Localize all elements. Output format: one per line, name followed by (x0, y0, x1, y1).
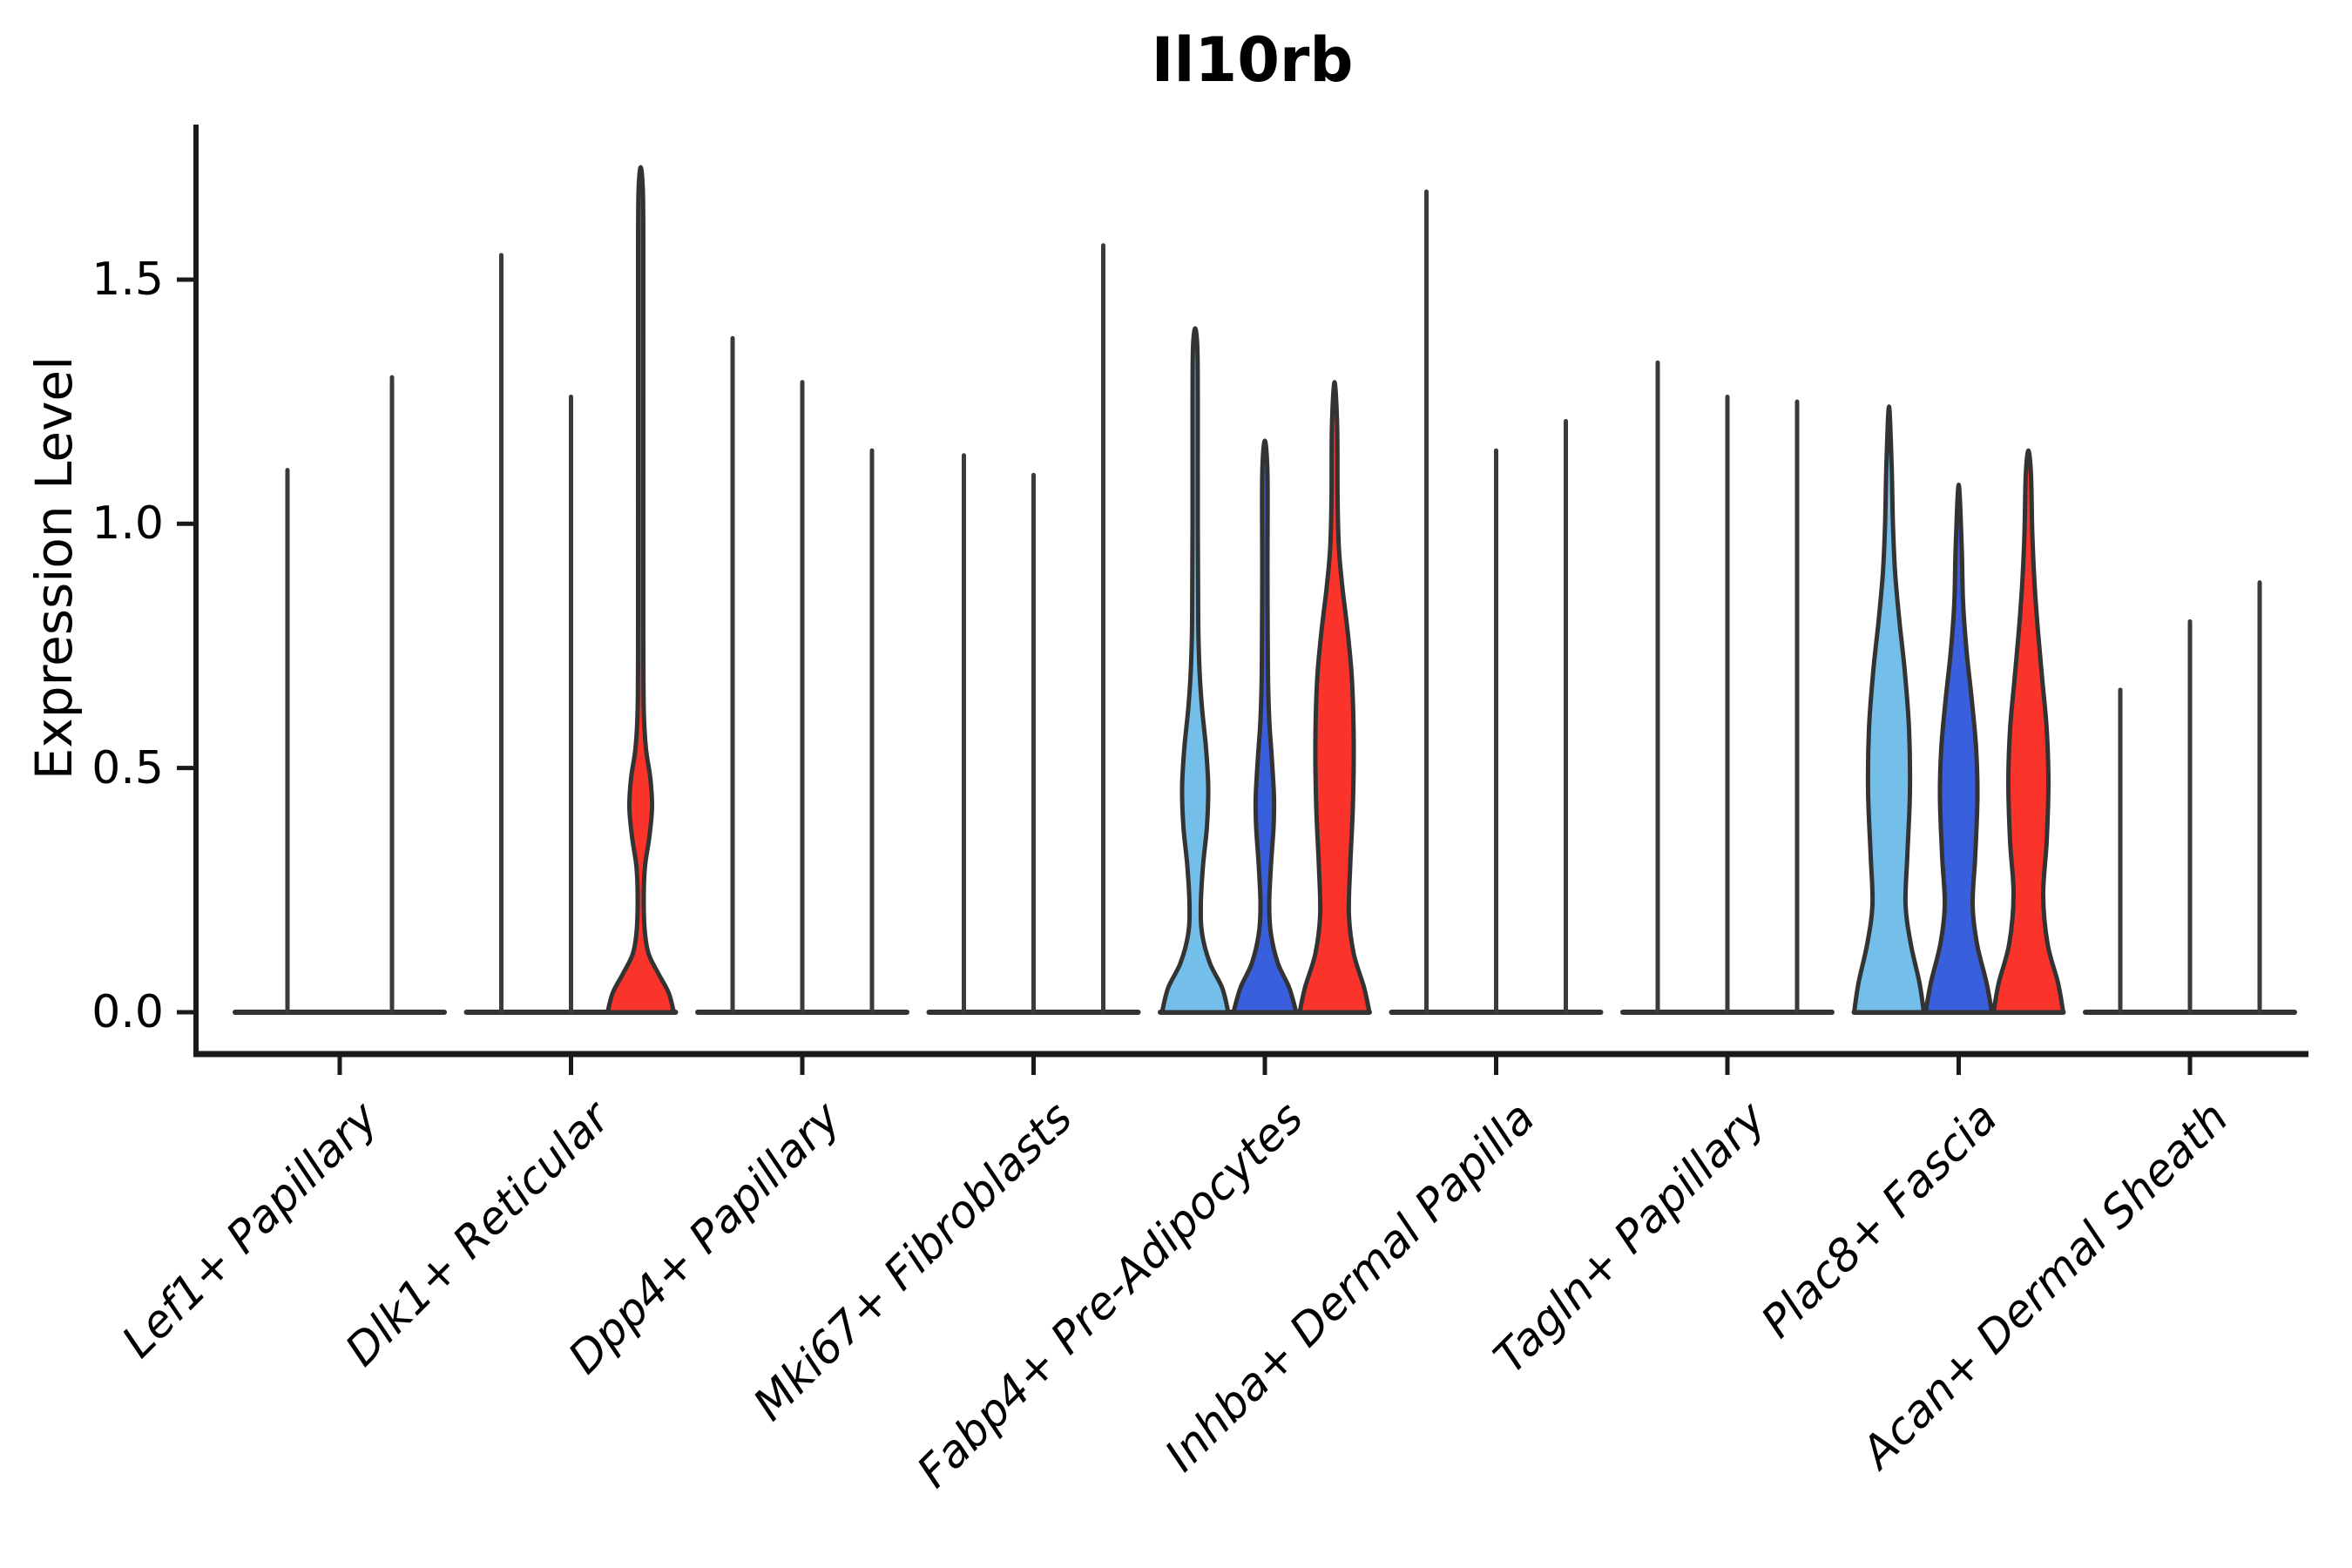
y-tick-label: 1.5 (91, 253, 164, 306)
violin-light-blue (1852, 404, 1926, 1015)
violin-red (1297, 380, 1372, 1015)
violin-dark-blue (1923, 482, 1994, 1015)
y-tick-label: 1.0 (91, 497, 164, 551)
y-tick-label: 0.5 (91, 741, 164, 794)
violin-red (605, 165, 676, 1015)
y-tick-label: 0.0 (91, 986, 164, 1038)
violin-dark-blue (1231, 438, 1299, 1015)
violin-red (1991, 448, 2065, 1015)
plot-title: Il10rb (1151, 24, 1354, 96)
violin-light-blue (1159, 326, 1231, 1015)
